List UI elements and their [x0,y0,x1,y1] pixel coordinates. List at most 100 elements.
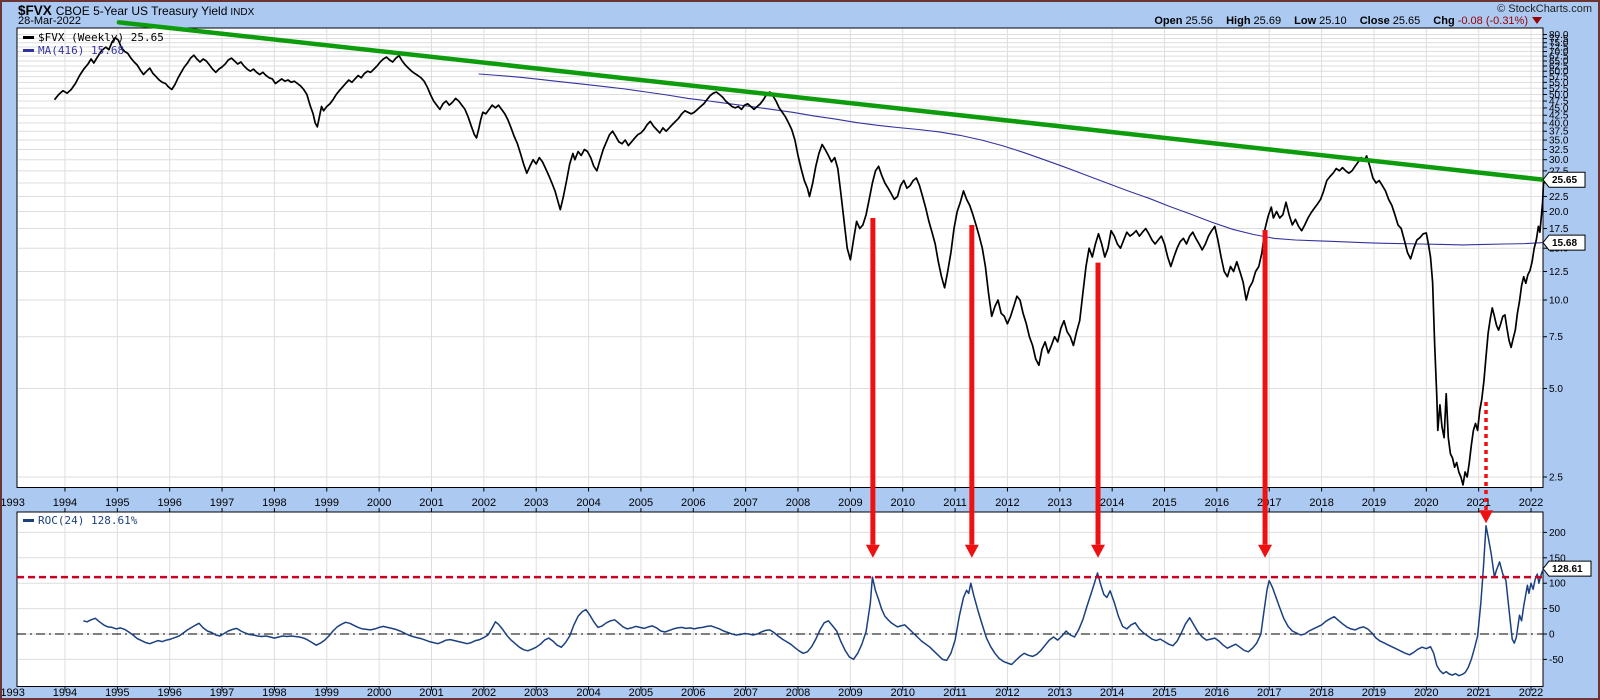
price-axis-label: 60.0 [1549,67,1569,78]
price-axis-label: 72.5 [1549,43,1569,54]
x-axis-year-label: 2015 [1152,687,1176,698]
value-box-label: 15.68 [1552,238,1577,249]
x-axis-year-label: 2017 [1257,497,1281,509]
x-axis-year-label: 2006 [681,497,705,509]
x-axis-year-label: 1993 [2,687,25,698]
x-axis-year-label: 2002 [472,497,496,509]
x-axis-year-label: 2019 [1362,687,1386,698]
low-value: 25.10 [1319,15,1347,27]
x-axis-year-label: 2006 [681,687,705,698]
x-axis-year-label: 1995 [105,687,129,698]
x-axis-year-label: 1997 [210,497,234,509]
x-axis-year-label: 1998 [262,497,286,509]
price-axis-label: 70.0 [1549,47,1569,58]
price-axis-label: 10.0 [1549,295,1569,306]
price-axis-label: 22.5 [1549,192,1569,203]
x-axis-year-label: 2001 [419,687,443,698]
quote-bar: Open 25.56 High 25.69 Low 25.10 Close 25.65 … [1154,15,1542,27]
price-axis-label: 7.5 [1549,332,1563,343]
x-axis-year-label: 2010 [890,497,914,509]
price-axis-label: 80.0 [1549,30,1569,41]
x-axis-year-label: 2011 [943,687,967,698]
x-axis-year-label: 2000 [367,687,391,698]
x-axis-year-label: 2012 [995,687,1019,698]
chart-header: $FVX CBOE 5-Year US Treasury Yield INDX [18,2,254,18]
ma-legend-label: MA(416) 15.68 [38,44,125,57]
x-axis-year-label: 2009 [838,497,862,509]
change-value: -0.08 (-0.31%) [1457,15,1528,27]
value-box [1542,560,1592,577]
x-axis-year-label: 2002 [472,687,496,698]
fvx-line-swatch-icon [23,35,34,39]
price-axis-label: 75.0 [1549,38,1569,49]
fvx-legend-label: $FVX (Weekly) 25.65 [38,31,164,44]
x-axis-year-label: 2008 [786,687,810,698]
price-axis-label: 35.0 [1549,136,1569,147]
x-axis-year-label: 2000 [367,497,391,509]
x-axis-year-label: 2019 [1362,497,1386,509]
price-axis-label: 45.0 [1549,103,1569,114]
x-axis-year-label: 2001 [419,497,443,509]
x-axis-year-label: 2016 [1205,687,1229,698]
x-axis-year-label: 2005 [629,687,653,698]
price-axis-label: 30.0 [1549,155,1569,166]
x-axis-year-label: 2004 [576,497,600,509]
price-axis-label: 42.5 [1549,111,1569,122]
price-line [53,36,1545,486]
x-axis-year-label: 2015 [1152,497,1176,509]
x-axis-year-label: 2003 [524,497,548,509]
x-axis-year-label: 1995 [105,497,129,509]
x-axis-year-label: 2016 [1205,497,1229,509]
x-axis-year-label: 2004 [576,687,600,698]
roc-panel-background [16,511,1544,687]
x-axis-year-label: 2017 [1257,687,1281,698]
roc-panel-legend: ROC(24) 128.61% [23,514,137,527]
x-axis-year-label: 2013 [1048,497,1072,509]
price-axis-label: 62.5 [1549,62,1569,73]
price-axis-label: 55.0 [1549,78,1569,89]
x-axis-year-label: 2022 [1519,687,1543,698]
value-box [1542,171,1586,188]
high-label: High [1226,15,1251,27]
roc-axis-label: 50 [1549,604,1561,615]
low-label: Low [1294,15,1317,27]
stockcharts-credit: © StockCharts.com [1497,3,1592,15]
arrow-head-icon [1091,544,1106,558]
price-axis-label: 40.0 [1549,118,1569,129]
arrow-head-icon [964,544,979,558]
x-axis-year-label: 2010 [890,687,914,698]
x-axis-year-label: 2022 [1519,497,1543,509]
roc-line [83,525,1545,677]
x-axis-year-label: 1997 [210,687,234,698]
roc-axis-label: 200 [1549,528,1566,539]
instrument-name: CBOE 5-Year US Treasury Yield [55,4,228,18]
symbol-label: $FVX [18,3,52,18]
x-axis-year-label: 1999 [315,687,339,698]
roc-axis-label: -50 [1549,655,1564,666]
x-axis-year-label: 1996 [157,497,181,509]
price-axis-label: 37.5 [1549,127,1569,138]
x-axis-year-label: 2020 [1414,687,1438,698]
x-axis-year-label: 1999 [315,497,339,509]
x-axis-year-label: 1998 [262,687,286,698]
x-axis-year-label: 1994 [53,687,77,698]
change-label: Chg [1433,15,1455,27]
price-axis-label: 12.5 [1549,267,1569,278]
price-axis-label: 67.5 [1549,52,1569,63]
roc-legend-label: ROC(24) 128.61% [38,514,138,527]
trendline [116,20,1548,183]
price-axis-label: 77.5 [1549,34,1569,45]
x-axis-year-label: 2009 [838,687,862,698]
value-box-label: 25.65 [1552,175,1577,186]
arrow-head-icon [865,544,880,558]
x-axis-year-label: 2021 [1466,687,1490,698]
x-axis-year-label: 2014 [1100,687,1124,698]
price-axis-label: 65.0 [1549,56,1569,67]
price-axis-label: 32.5 [1549,145,1569,156]
x-axis-year-label: 1993 [2,497,25,509]
change-down-triangle-icon [1532,17,1542,24]
x-axis-year-label: 2020 [1414,497,1438,509]
x-axis-year-label: 2018 [1309,497,1333,509]
x-axis-year-label: 2007 [733,497,757,509]
